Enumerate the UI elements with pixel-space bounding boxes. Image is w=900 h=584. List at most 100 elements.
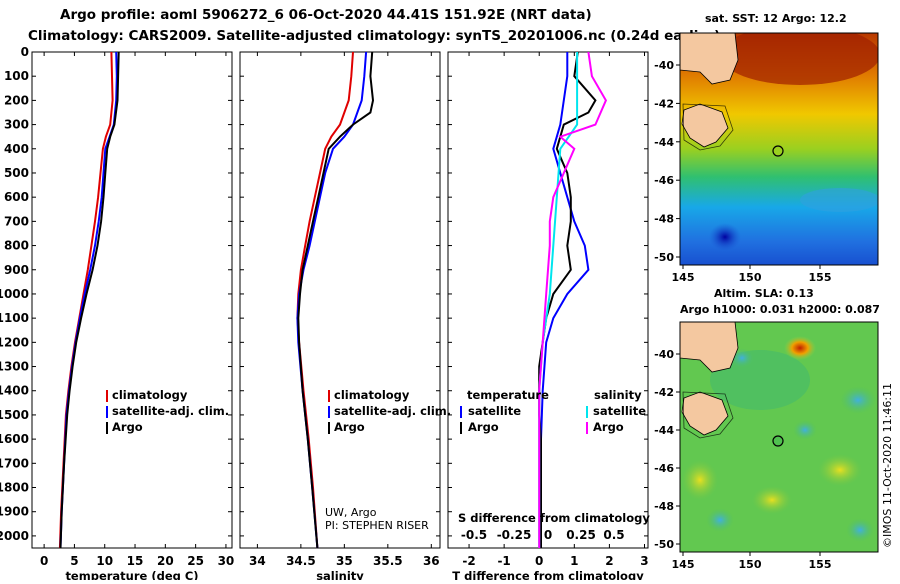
legend-climatology-label: climatology xyxy=(334,388,410,402)
lat-tick-label: -40 xyxy=(654,348,674,361)
depth-tick-label: 2000 xyxy=(0,529,29,543)
legend-s-satellite-label: satellite xyxy=(593,404,646,418)
panel-difference: -2 -1 0 1 2 3T difference from climatology xyxy=(447,51,649,583)
depth-tick-label: 1900 xyxy=(0,505,29,519)
plot-frame xyxy=(31,51,233,549)
x-tick-label: 30 xyxy=(218,554,235,568)
x-tick-label: 1 xyxy=(570,554,578,568)
s-tick: -0.25 xyxy=(497,528,532,542)
legend-satellite-label: satellite-adj. clim. xyxy=(112,404,229,418)
s-tick: 0 xyxy=(544,528,552,542)
x-tick-label: 15 xyxy=(127,554,144,568)
lon-tick-label: 155 xyxy=(809,558,832,571)
lat-tick-label: -50 xyxy=(654,538,674,551)
sst-map-title: sat. SST: 12 Argo: 12.2 xyxy=(705,12,847,25)
legend-t-satellite-label: satellite xyxy=(468,404,521,418)
depth-tick-label: 400 xyxy=(4,142,29,156)
legend-satellite-label: satellite-adj. clim. xyxy=(334,404,451,418)
x-tick-label: -2 xyxy=(462,554,475,568)
plot-frame xyxy=(239,51,441,549)
x-axis-label: T difference from climatology xyxy=(452,569,644,580)
depth-tick-label: 1400 xyxy=(0,384,29,398)
legend-t-argo-label: Argo xyxy=(468,420,499,434)
x-tick-label: 34 xyxy=(249,554,266,568)
sst-map: sat. SST: 12 Argo: 12.2 -40 -42 -44 -46 -48 -… xyxy=(654,12,879,284)
lat-tick-label: -48 xyxy=(654,213,674,226)
sla-map: Altim. SLA: 0.13 Argo h1000: 0.031 h2000… xyxy=(654,287,880,571)
legend-temperature-label: temperature xyxy=(467,388,549,402)
x-axis-label: salinity xyxy=(316,569,364,580)
depth-tick-label: 1600 xyxy=(0,432,29,446)
series-line-argo xyxy=(59,51,120,549)
series-line-t-satellite xyxy=(540,52,590,548)
x-tick-label: 20 xyxy=(157,554,174,568)
legend-salinity-label: salinity xyxy=(594,388,642,402)
depth-tick-label: 1700 xyxy=(0,456,29,470)
lon-tick-label: 145 xyxy=(672,558,695,571)
x-axis-label: temperature (deg C) xyxy=(65,569,198,580)
lat-tick-label: -48 xyxy=(654,500,674,513)
depth-tick-label: 1000 xyxy=(0,287,29,301)
depth-tick-label: 1100 xyxy=(0,311,29,325)
panel-salinity: 34 34.5 35 35.5 36 salinity xyxy=(239,51,441,583)
series-line-s-argo xyxy=(538,51,608,548)
depth-tick-label: 600 xyxy=(4,190,29,204)
lat-tick-label: -46 xyxy=(654,174,674,187)
depth-tick-label: 700 xyxy=(4,214,29,228)
depth-tick-label: 1800 xyxy=(0,481,29,495)
lat-tick-label: -46 xyxy=(654,462,674,475)
series-line-argo xyxy=(297,51,375,549)
x-tick-label: 25 xyxy=(187,554,204,568)
lon-tick-label: 145 xyxy=(672,271,695,284)
lat-tick-label: -44 xyxy=(654,136,674,149)
title-line-1: Argo profile: aoml 5906272_6 06-Oct-2020… xyxy=(60,7,592,23)
s-tick: -0.5 xyxy=(461,528,487,542)
s-tick: 0.5 xyxy=(603,528,624,542)
sla-map-title-1: Altim. SLA: 0.13 xyxy=(714,287,814,300)
x-tick-label: 5 xyxy=(70,554,78,568)
depth-tick-label: 100 xyxy=(4,69,29,83)
imos-watermark: ©IMOS 11-Oct-2020 11:46:11 xyxy=(881,383,894,548)
depth-tick-label: 1300 xyxy=(0,360,29,374)
x-tick-label: 36 xyxy=(423,554,440,568)
x-tick-label: 35.5 xyxy=(373,554,403,568)
depth-tick-label: 1500 xyxy=(0,408,29,422)
x-tick-label: 0 xyxy=(40,554,48,568)
depth-tick-label: 1200 xyxy=(0,335,29,349)
depth-tick-label: 900 xyxy=(4,263,29,277)
x-tick-label: 35 xyxy=(336,554,353,568)
depth-tick-label: 0 xyxy=(21,45,29,59)
pi-annotation-line2: PI: STEPHEN RISER xyxy=(325,519,429,532)
legend-climatology-label: climatology xyxy=(112,388,188,402)
x-tick-label: 10 xyxy=(96,554,113,568)
x-tick-label: 34.5 xyxy=(286,554,316,568)
title-line-2: Climatology: CARS2009. Satellite-adjuste… xyxy=(28,28,720,44)
depth-tick-label: 500 xyxy=(4,166,29,180)
argo-float-marker xyxy=(772,145,784,157)
sla-map-title-2: Argo h1000: 0.031 h2000: 0.087 xyxy=(680,303,880,316)
s-diff-axis-label: S difference from climatology xyxy=(458,511,650,525)
legend-temperature: climatology satellite-adj. clim. Argo xyxy=(106,388,229,434)
lat-tick-label: -50 xyxy=(654,251,674,264)
panel-temperature: 0100200300400500600700800900100011001200… xyxy=(0,45,235,583)
x-tick-label: 3 xyxy=(640,554,648,568)
x-tick-label: -1 xyxy=(497,554,510,568)
depth-tick-label: 200 xyxy=(4,93,29,107)
lon-tick-label: 150 xyxy=(739,271,762,284)
depth-tick-label: 800 xyxy=(4,239,29,253)
pi-annotation-line1: UW, Argo xyxy=(325,506,377,519)
lat-tick-label: -42 xyxy=(654,97,674,110)
lat-tick-label: -44 xyxy=(654,424,674,437)
argo-float-marker xyxy=(772,435,784,447)
x-tick-label: 2 xyxy=(605,554,613,568)
legend-argo-label: Argo xyxy=(334,420,365,434)
legend-salinity: climatology satellite-adj. clim. Argo UW… xyxy=(325,388,451,532)
s-tick: 0.25 xyxy=(566,528,596,542)
lat-tick-label: -40 xyxy=(654,59,674,72)
depth-tick-label: 300 xyxy=(4,118,29,132)
legend-s-argo-label: Argo xyxy=(593,420,624,434)
lon-tick-label: 150 xyxy=(739,558,762,571)
lon-tick-label: 155 xyxy=(809,271,832,284)
